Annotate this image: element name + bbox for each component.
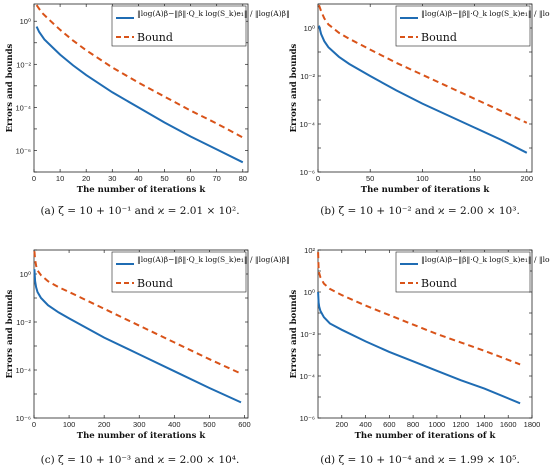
legend-label-error: ‖log(A)β−‖β‖·Q_k log(S_k)e₁‖ / ‖log(A)β‖ [421,255,550,264]
chart-panel-4: 200 400 600 800 1000 1200 1400 1600 1800 10² 10⁰ 10… [289,246,550,466]
x-tick-label: 150 [468,174,481,183]
x-axis-label: The number of iterations k [77,431,207,441]
y-tick-label: 10⁰ [20,270,31,279]
y-tick-label: 10⁰ [304,288,315,297]
series-line-bound [33,251,242,375]
series-line-bound [318,4,528,124]
x-tick-label: 0 [32,420,36,429]
legend-box [395,251,531,293]
panel-caption: (a) ζ = 10 + 10⁻¹ and ϰ = 2.01 × 10². [40,205,239,217]
panel-caption: (b) ζ = 10 + 10⁻² and ϰ = 2.00 × 10³. [320,205,520,217]
x-tick-label: 60 [186,174,194,183]
x-axis-label: The number of iterations k [361,185,491,195]
chart-panel-2: 0 50 100 150 200 10⁰ 10⁻² 10⁻⁴ 10⁻⁶ The number of… [289,3,550,217]
x-tick-label: 30 [108,174,116,183]
y-tick-label: 10⁻² [16,318,31,327]
x-axis-label: The number of iterations of k [355,431,497,441]
x-tick-label: 40 [134,174,142,183]
x-tick-label: 400 [359,420,372,429]
y-tick-label: 10⁻² [300,330,315,339]
panel-caption: (d) ζ = 10 + 10⁻⁴ and ϰ = 1.99 × 10⁵. [320,454,520,466]
chart-panel-3: 0 100 200 300 400 500 600 10⁰ 10⁻² 10⁻⁴ 10⁻⁶ The nu… [5,249,290,466]
x-tick-label: 1800 [524,420,541,429]
x-tick-label: 50 [366,174,374,183]
series-line-error [35,26,244,164]
legend-label-error: ‖log(A)β−‖β‖·Q_k log(S_k)e₁‖ / ‖log(A)β‖ [137,255,290,264]
legend-box [111,5,247,47]
x-tick-label: 600 [383,420,396,429]
x-tick-label: 20 [82,174,90,183]
y-tick-label: 10⁻² [300,72,315,81]
y-tick-label: 10⁻⁶ [300,414,315,423]
x-tick-label: 80 [239,174,247,183]
x-tick-label: 50 [160,174,168,183]
x-tick-label: 200 [98,420,111,429]
series-line-bound [35,4,244,139]
x-tick-label: 10 [56,174,64,183]
x-axis-label: The number of iterations k [77,185,207,195]
y-tick-label: 10⁻⁶ [16,414,31,423]
x-tick-label: 600 [238,420,251,429]
legend-label-error: ‖log(A)β−‖β‖·Q_k log(S_k)e₁‖ / ‖log(A)β‖ [137,9,290,18]
x-tick-label: 200 [521,174,534,183]
y-tick-label: 10⁻⁴ [299,120,315,129]
legend-label-bound: Bound [421,277,457,290]
y-tick-label: 10⁻⁴ [15,103,31,112]
y-tick-label: 10⁰ [304,24,315,33]
y-axis-label: Errors and bounds [5,43,15,132]
x-tick-label: 1600 [500,420,517,429]
x-tick-label: 200 [336,420,349,429]
legend-box [111,251,247,293]
y-tick-label: 10⁰ [20,17,31,26]
x-tick-label: 70 [213,174,221,183]
legend-label-bound: Bound [421,31,457,44]
x-tick-label: 100 [416,174,429,183]
y-tick-label: 10⁻⁴ [299,372,315,381]
x-tick-label: 100 [63,420,76,429]
y-tick-label: 10⁻² [16,60,31,69]
y-tick-label: 10⁻⁶ [16,146,31,155]
series-line-bound [317,252,521,366]
legend-label-error: ‖log(A)β−‖β‖·Q_k log(S_k)e₁‖ / ‖log(A)β‖ [421,9,550,18]
series-line-error [318,25,528,154]
x-tick-label: 400 [168,420,181,429]
y-tick-label: 10⁻⁴ [15,366,31,375]
x-tick-label: 800 [407,420,420,429]
legend-label-bound: Bound [137,277,173,290]
x-tick-label: 1400 [476,420,493,429]
y-axis-label: Errors and bounds [5,289,15,378]
x-tick-label: 300 [133,420,146,429]
y-axis-label: Errors and bounds [289,289,299,378]
panel-caption: (c) ζ = 10 + 10⁻³ and ϰ = 2.00 × 10⁴. [41,454,240,466]
x-tick-label: 500 [203,420,216,429]
x-tick-label: 0 [316,174,320,183]
series-line-error [317,291,521,405]
chart-panel-1: 0 10 20 30 40 50 60 70 80 10⁰ 10⁻² 10⁻⁴ 10⁻⁶ The numb… [5,3,290,217]
x-tick-label: 1200 [452,420,469,429]
y-tick-label: 10² [304,246,315,255]
legend-label-bound: Bound [137,31,173,44]
series-line-error [33,269,242,404]
legend-box [395,5,531,47]
x-tick-label: 0 [32,174,36,183]
y-tick-label: 10⁻⁶ [300,168,315,177]
x-tick-label: 1000 [429,420,446,429]
y-axis-label: Errors and bounds [289,43,299,132]
